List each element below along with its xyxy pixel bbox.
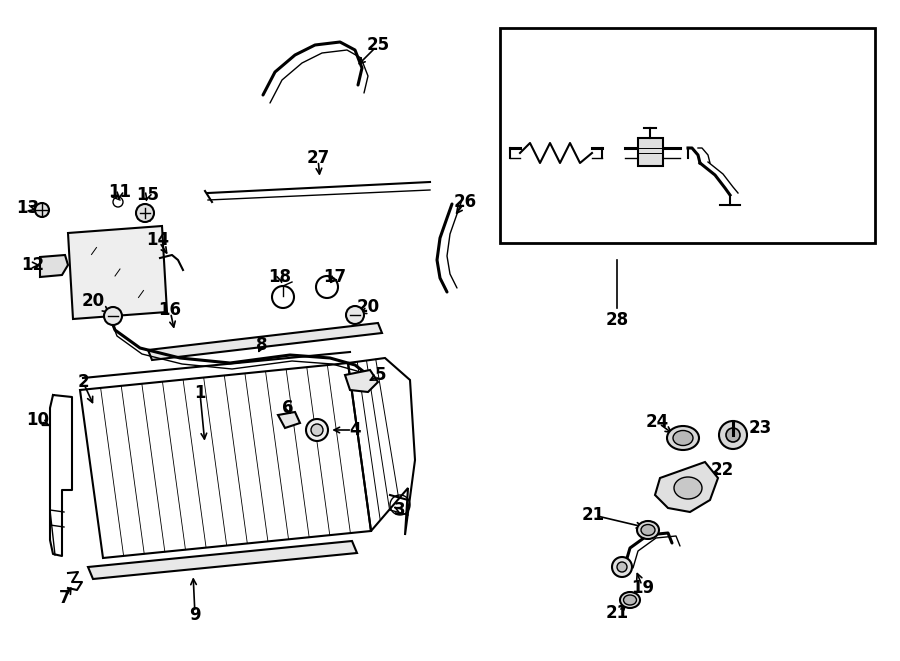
Ellipse shape (641, 524, 655, 535)
Circle shape (136, 204, 154, 222)
Text: 7: 7 (59, 589, 71, 607)
Ellipse shape (667, 426, 699, 450)
Polygon shape (345, 370, 378, 392)
Polygon shape (68, 226, 167, 319)
Text: 27: 27 (306, 149, 329, 167)
Circle shape (719, 421, 747, 449)
Text: 23: 23 (749, 419, 771, 437)
Ellipse shape (637, 521, 659, 539)
Bar (500, 28, 875, 243)
Text: 3: 3 (394, 501, 406, 519)
Text: 2: 2 (77, 373, 89, 391)
Text: 24: 24 (645, 413, 669, 431)
Text: 26: 26 (454, 193, 477, 211)
Text: 13: 13 (16, 199, 40, 217)
Text: 21: 21 (606, 604, 628, 622)
Circle shape (346, 306, 364, 324)
Circle shape (311, 424, 323, 436)
Text: 16: 16 (158, 301, 182, 319)
Ellipse shape (674, 477, 702, 499)
Text: 21: 21 (581, 506, 605, 524)
Text: 20: 20 (356, 298, 380, 316)
Circle shape (35, 203, 49, 217)
Text: 15: 15 (137, 186, 159, 204)
Text: 20: 20 (81, 292, 104, 310)
Text: 10: 10 (26, 411, 50, 429)
Text: 30: 30 (783, 63, 806, 81)
Text: 29: 29 (536, 41, 559, 59)
Circle shape (306, 419, 328, 441)
Text: 17: 17 (323, 268, 346, 286)
Text: 6: 6 (283, 399, 293, 417)
Text: 22: 22 (710, 461, 734, 479)
Text: 14: 14 (147, 231, 169, 249)
Circle shape (617, 562, 627, 572)
Polygon shape (148, 323, 382, 360)
Polygon shape (88, 541, 357, 579)
Circle shape (726, 428, 740, 442)
Circle shape (104, 307, 122, 325)
Text: 4: 4 (349, 421, 361, 439)
Text: 1: 1 (194, 384, 206, 402)
Text: 11: 11 (109, 183, 131, 201)
Polygon shape (40, 255, 68, 277)
Text: 5: 5 (374, 366, 386, 384)
Text: 25: 25 (366, 36, 390, 54)
Text: 8: 8 (256, 336, 268, 354)
Text: 28: 28 (606, 311, 628, 329)
Text: 19: 19 (632, 579, 654, 597)
Text: 12: 12 (22, 256, 45, 274)
Ellipse shape (620, 592, 640, 608)
Circle shape (612, 557, 632, 577)
Polygon shape (655, 462, 718, 512)
Ellipse shape (624, 595, 636, 605)
Text: 31: 31 (704, 56, 726, 74)
Bar (638, 138, 663, 166)
Polygon shape (278, 412, 300, 428)
Ellipse shape (673, 430, 693, 446)
Text: 18: 18 (268, 268, 292, 286)
Text: 9: 9 (189, 606, 201, 624)
